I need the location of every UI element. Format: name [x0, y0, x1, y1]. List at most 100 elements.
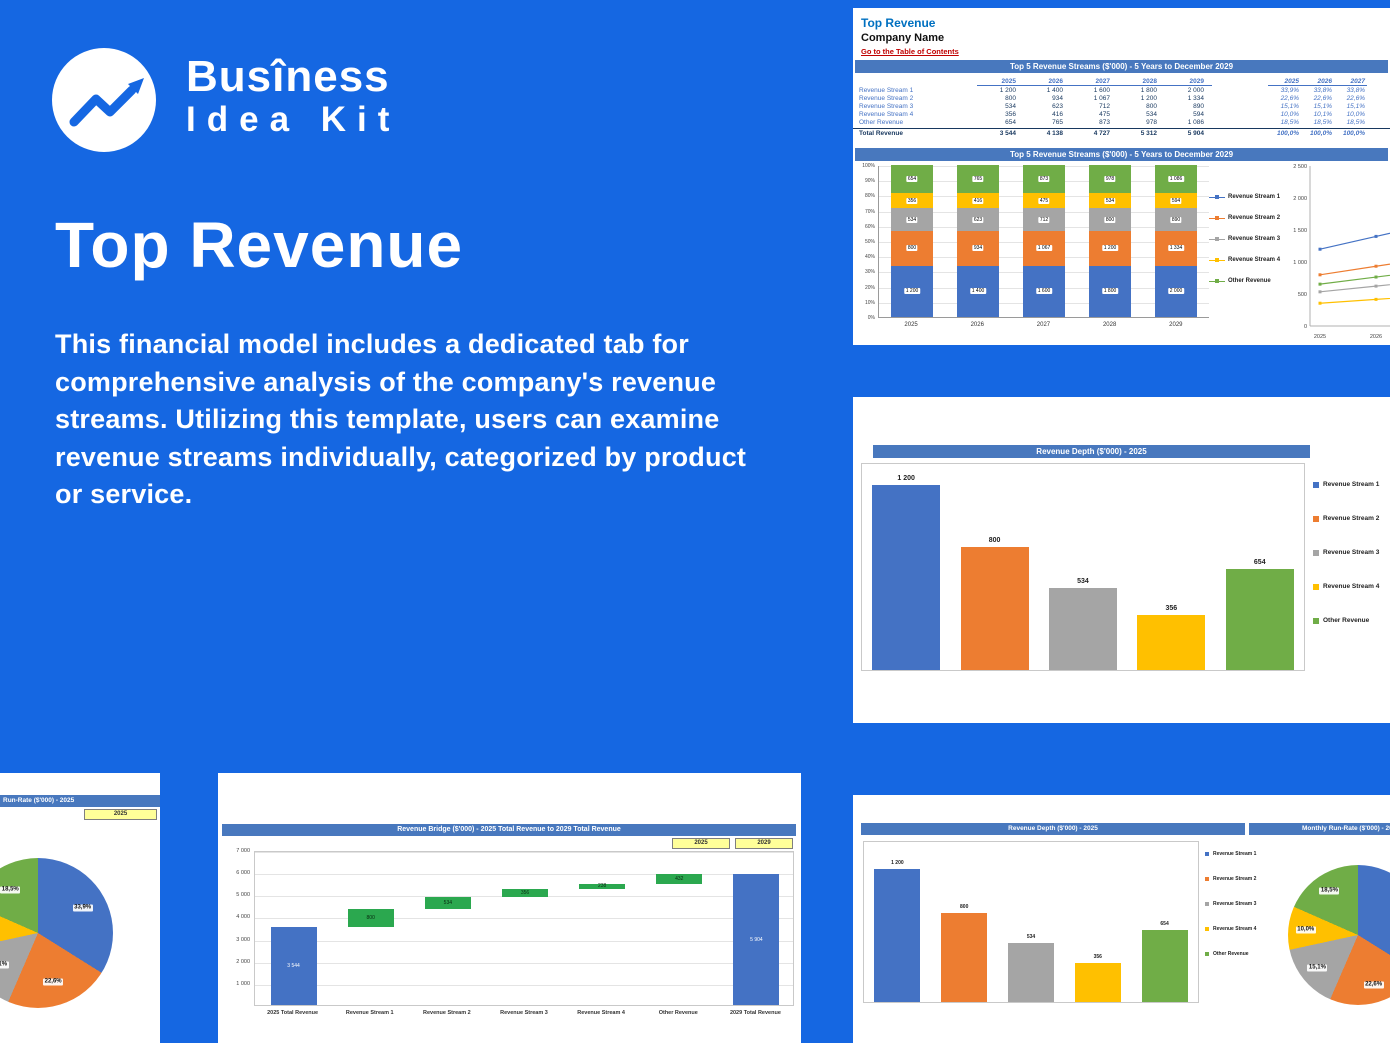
depth-bar-column: 356 [1137, 464, 1206, 670]
depth-bar [1007, 942, 1054, 1002]
pie-value-label: 18,5% [1319, 887, 1340, 895]
bar-segment: 765 [957, 165, 999, 194]
cell-value: 623 [1052, 103, 1063, 110]
brand-logo [52, 48, 156, 152]
x-axis-label: 2025 Total Revenue [267, 1010, 319, 1016]
cell-value: 1 800 [1140, 87, 1157, 94]
cell-value: 594 [1193, 111, 1204, 118]
x-axis-label: Revenue Stream 3 [500, 1010, 548, 1016]
bar-segment: 534 [1089, 193, 1131, 209]
cell-value: 890 [1193, 103, 1204, 110]
segment-value-label: 534 [1104, 197, 1116, 204]
bar-segment: 1 400 [957, 265, 999, 317]
legend-line-marker [1209, 257, 1225, 262]
data-point-marker [1318, 273, 1322, 277]
cell-percent: 15,1% [1280, 103, 1299, 110]
legend-label: Revenue Stream 4 [1228, 257, 1281, 263]
x-axis-label: Revenue Stream 4 [577, 1010, 625, 1016]
gridline [255, 918, 793, 920]
y-axis-label: 4 000 [236, 914, 250, 921]
legend-item: Revenue Stream 1 [1313, 481, 1379, 488]
cell-value: 2 000 [1187, 87, 1204, 94]
legend-item: Revenue Stream 2 [1205, 876, 1256, 882]
bridge-x-axis: 2025 Total Revenue Revenue Stream 1 Revenu… [254, 1008, 794, 1016]
bar-value-label: 1 200 [897, 475, 915, 482]
waterfall-bar: 356 [502, 889, 548, 897]
legend-item: Revenue Stream 3 [1209, 234, 1287, 244]
company-name: Company Name [861, 32, 945, 44]
bar-value-label: 654 [1253, 559, 1266, 567]
cell-value: 1 086 [1187, 119, 1204, 126]
cell-value: 475 [1099, 111, 1110, 118]
year-column-header: 2028 [1118, 77, 1165, 86]
bar-value-label: 800 [366, 914, 375, 921]
legend-label: Revenue Stream 2 [1228, 215, 1281, 221]
cell-percent: 33,8% [1313, 87, 1332, 94]
cell-percent: 15,1% [1346, 103, 1365, 110]
y-axis-label: 5 000 [236, 892, 250, 899]
revenue-table-row: Revenue Stream 3 534 623 712 800 890 15,1% 15,1… [853, 103, 1390, 111]
x-axis-label: Other Revenue [658, 1010, 698, 1016]
segment-value-label: 1 800 [1102, 288, 1118, 295]
x-axis-label: Revenue Stream 2 [423, 1010, 471, 1016]
row-label: Total Revenue [859, 129, 903, 137]
segment-value-label: 978 [1104, 176, 1116, 183]
x-axis-label: Revenue Stream 1 [345, 1010, 394, 1016]
row-label: Revenue Stream 1 [859, 87, 914, 94]
y-axis-label: 50% [864, 239, 875, 245]
pie-value-label: 22,6% [1363, 981, 1384, 989]
bar-value-label: 432 [675, 876, 684, 883]
cell-value: 3 544 [999, 129, 1016, 137]
legend-item: Revenue Stream 2 [1209, 213, 1287, 223]
stacked-bar: 1 200 800 534 356 654 [891, 165, 933, 317]
y-axis-label: 70% [864, 208, 875, 215]
y-axis-label: 10% [864, 299, 875, 306]
data-point-marker [1374, 264, 1378, 268]
legend-swatch [1313, 618, 1319, 624]
legend-item: Revenue Stream 4 [1205, 926, 1256, 932]
data-point-marker [1318, 290, 1322, 294]
segment-value-label: 594 [1170, 197, 1182, 204]
brand-header: Busîness Idea Kit [52, 48, 400, 152]
cell-value: 416 [1052, 111, 1063, 118]
year-column-header: 2029 [1165, 77, 1212, 86]
legend-item: Revenue Stream 1 [1205, 851, 1256, 857]
gridline [255, 940, 793, 942]
year-selector-chip[interactable]: 2025 [84, 809, 157, 820]
x-axis-label: 2026 [970, 322, 984, 328]
end-year-chip[interactable]: 2029 [735, 838, 793, 849]
segment-value-label: 873 [1038, 176, 1050, 183]
bar-value-label: 800 [988, 536, 1001, 544]
depth-bar-chart-small: 1 200 800 534 356 654 [863, 841, 1199, 1003]
bar-segment: 2 000 [1155, 265, 1197, 317]
data-point-marker [1374, 275, 1378, 279]
legend-line-marker [1209, 236, 1225, 241]
legend-swatch [1313, 550, 1319, 556]
bar-segment: 1 334 [1155, 231, 1197, 266]
table-of-contents-link[interactable]: Go to the Table of Contents [861, 47, 959, 56]
segment-value-label: 712 [1038, 216, 1050, 223]
segment-value-label: 356 [906, 197, 918, 204]
cell-percent: 10,1% [1313, 111, 1332, 118]
legend-label: Revenue Stream 1 [1323, 481, 1380, 488]
cell-percent: 22,6% [1280, 95, 1299, 102]
x-axis-label: 2025 [904, 322, 918, 328]
segment-value-label: 800 [906, 245, 918, 252]
legend-swatch [1313, 584, 1319, 590]
y-axis-label: 2 500 [1293, 164, 1307, 170]
stacked-chart-title-bar: Top 5 Revenue Streams ($'000) - 5 Years … [855, 148, 1388, 161]
segment-value-label: 1 067 [1036, 245, 1052, 252]
bar-segment: 800 [1089, 208, 1131, 232]
series-line [1319, 297, 1390, 304]
waterfall-bar: 800 [347, 908, 394, 927]
cell-value: 4 727 [1093, 129, 1110, 137]
stacked-plot-area: 1 200 800 534 356 654 1 400 934 623 416 765 1 600 1… [878, 165, 1209, 318]
legend-label: Other Revenue [1213, 951, 1249, 957]
legend-item: Revenue Stream 4 [1313, 583, 1379, 590]
x-axis-label: 2029 [1169, 322, 1183, 328]
start-year-chip[interactable]: 2025 [672, 838, 730, 849]
bar-segment: 1 086 [1155, 165, 1197, 193]
segment-value-label: 1 600 [1036, 288, 1052, 295]
data-point-marker [1374, 297, 1378, 301]
segment-value-label: 765 [972, 176, 984, 183]
